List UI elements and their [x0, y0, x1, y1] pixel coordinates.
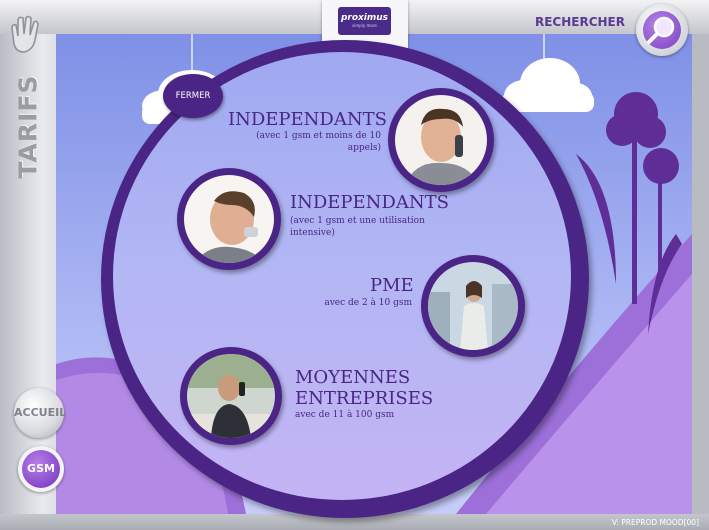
offer-subtitle-4: avec de 11 à 100 gsm [295, 410, 395, 420]
offer-photo-1[interactable] [388, 88, 494, 192]
search-label[interactable]: RECHERCHER [534, 15, 625, 29]
offer-title-4[interactable]: MOYENNES ENTREPRISES [295, 367, 434, 409]
woman-city-photo-icon [428, 262, 518, 350]
offer-photo-2[interactable] [177, 168, 281, 270]
offer-subtitle-1: (avec 1 gsm et moins de 10 appels) [256, 131, 381, 153]
man-desk-photo-icon [187, 354, 275, 438]
search-button-face[interactable] [643, 11, 681, 49]
home-button-label[interactable]: ACCUEIL [14, 406, 67, 419]
version-label: V: PREPROD MOOD[00] [611, 518, 699, 527]
magnifier-icon [647, 16, 675, 44]
man-smiling-photo-icon [395, 95, 487, 185]
proximus-logo: proximus simply more [338, 7, 391, 35]
gsm-button-label[interactable]: GSM [22, 450, 60, 488]
man-talking-photo-icon [184, 175, 274, 263]
offer-subtitle-3: avec de 2 à 10 gsm [324, 298, 412, 308]
offer-subtitle-2: (avec 1 gsm et une utilisation intensive… [290, 216, 425, 238]
offer-photo-3[interactable] [421, 255, 525, 357]
tarifs-tab-label: TARIFS [12, 70, 43, 190]
logo-brand-text: proximus [340, 13, 389, 23]
home-button[interactable]: ACCUEIL [14, 388, 67, 438]
close-button[interactable]: FERMER [163, 74, 223, 118]
gsm-button[interactable]: GSM [18, 446, 64, 492]
search-button[interactable] [636, 4, 688, 56]
offer-title-1[interactable]: INDEPENDANTS [228, 109, 387, 130]
logo-tagline: simply more [352, 23, 377, 28]
offer-photo-4[interactable] [180, 347, 282, 445]
bottom-bar [0, 514, 709, 530]
offer-title-2[interactable]: INDEPENDANTS [290, 192, 449, 213]
offer-title-3[interactable]: PME [370, 275, 414, 296]
hand-icon [6, 14, 46, 56]
section-label: TARIFS [13, 74, 43, 179]
